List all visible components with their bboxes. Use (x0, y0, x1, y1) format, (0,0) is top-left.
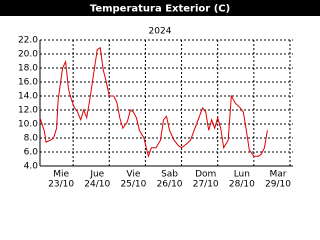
x-tick-date: 25/10 (120, 180, 146, 190)
y-tick-label: 20.0 (18, 50, 38, 60)
x-tick-date: 29/10 (265, 180, 291, 190)
x-tick-day: Lun (234, 170, 250, 180)
chart: Temperatura Exterior (C) 2024 4.0 6.0 8.0 1… (0, 0, 320, 190)
x-tick-date: 27/10 (193, 180, 219, 190)
y-tick-label: 8.0 (24, 134, 39, 144)
y-tick-label: 22.0 (18, 36, 38, 46)
x-tick-date: 24/10 (84, 180, 110, 190)
x-tick-day: Dom (195, 170, 216, 180)
y-tick-label: 16.0 (18, 78, 38, 88)
temperature-line (39, 46, 268, 158)
x-tick-day: Jue (89, 170, 104, 180)
title-bar (0, 0, 320, 16)
x-tick-date: 26/10 (157, 180, 183, 190)
y-tick-label: 6.0 (24, 148, 39, 158)
x-tick-date: 23/10 (48, 180, 74, 190)
x-tick-date: 28/10 (229, 180, 255, 190)
y-tick-label: 12.0 (18, 106, 38, 116)
x-tick-day: Sab (161, 170, 178, 180)
chart-subtitle: 2024 (149, 27, 172, 37)
x-tick-day: Mar (269, 170, 286, 180)
y-tick-label: 10.0 (18, 120, 38, 130)
x-tick-day: Vie (126, 170, 140, 180)
chart-title: Temperatura Exterior (C) (90, 4, 230, 15)
x-tick-day: Mie (53, 170, 69, 180)
y-tick-label: 18.0 (18, 64, 38, 74)
y-tick-label: 4.0 (24, 162, 39, 172)
y-tick-label: 14.0 (18, 92, 38, 102)
